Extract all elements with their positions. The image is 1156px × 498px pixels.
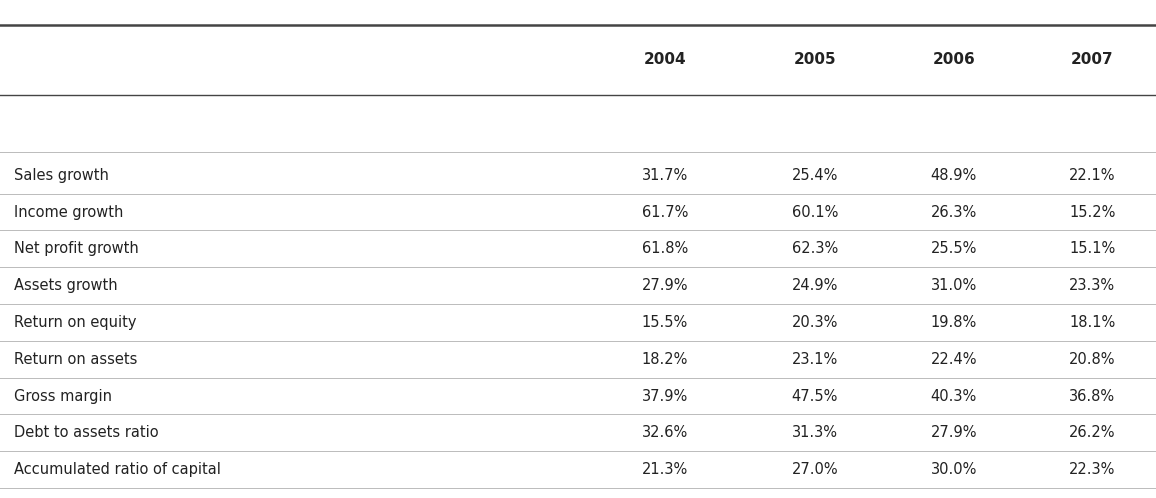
Text: 27.9%: 27.9% [642,278,688,293]
Text: 26.2%: 26.2% [1069,425,1116,440]
Text: 22.1%: 22.1% [1069,168,1116,183]
Text: Debt to assets ratio: Debt to assets ratio [14,425,158,440]
Text: 15.5%: 15.5% [642,315,688,330]
Text: 2006: 2006 [933,52,975,67]
Text: Assets growth: Assets growth [14,278,118,293]
Text: Return on assets: Return on assets [14,352,138,367]
Text: 47.5%: 47.5% [792,388,838,403]
Text: 15.2%: 15.2% [1069,205,1116,220]
Text: 25.5%: 25.5% [931,242,977,256]
Text: 20.3%: 20.3% [792,315,838,330]
Text: 36.8%: 36.8% [1069,388,1116,403]
Text: 37.9%: 37.9% [642,388,688,403]
Text: 23.1%: 23.1% [792,352,838,367]
Text: 62.3%: 62.3% [792,242,838,256]
Text: 18.2%: 18.2% [642,352,688,367]
Text: 20.8%: 20.8% [1069,352,1116,367]
Text: 31.7%: 31.7% [642,168,688,183]
Text: Accumulated ratio of capital: Accumulated ratio of capital [14,462,221,477]
Text: 31.3%: 31.3% [792,425,838,440]
Text: Income growth: Income growth [14,205,124,220]
Text: 61.7%: 61.7% [642,205,688,220]
Text: 2007: 2007 [1072,52,1113,67]
Text: 22.4%: 22.4% [931,352,977,367]
Text: 24.9%: 24.9% [792,278,838,293]
Text: 27.0%: 27.0% [792,462,838,477]
Text: Return on equity: Return on equity [14,315,136,330]
Text: 18.1%: 18.1% [1069,315,1116,330]
Text: 61.8%: 61.8% [642,242,688,256]
Text: 21.3%: 21.3% [642,462,688,477]
Text: 23.3%: 23.3% [1069,278,1116,293]
Text: 60.1%: 60.1% [792,205,838,220]
Text: Gross margin: Gross margin [14,388,112,403]
Text: 30.0%: 30.0% [931,462,977,477]
Text: 26.3%: 26.3% [931,205,977,220]
Text: 22.3%: 22.3% [1069,462,1116,477]
Text: 48.9%: 48.9% [931,168,977,183]
Text: 25.4%: 25.4% [792,168,838,183]
Text: Sales growth: Sales growth [14,168,109,183]
Text: 2004: 2004 [644,52,686,67]
Text: 32.6%: 32.6% [642,425,688,440]
Text: Net profit growth: Net profit growth [14,242,139,256]
Text: 31.0%: 31.0% [931,278,977,293]
Text: 19.8%: 19.8% [931,315,977,330]
Text: 15.1%: 15.1% [1069,242,1116,256]
Text: 40.3%: 40.3% [931,388,977,403]
Text: 27.9%: 27.9% [931,425,977,440]
Text: 2005: 2005 [794,52,836,67]
